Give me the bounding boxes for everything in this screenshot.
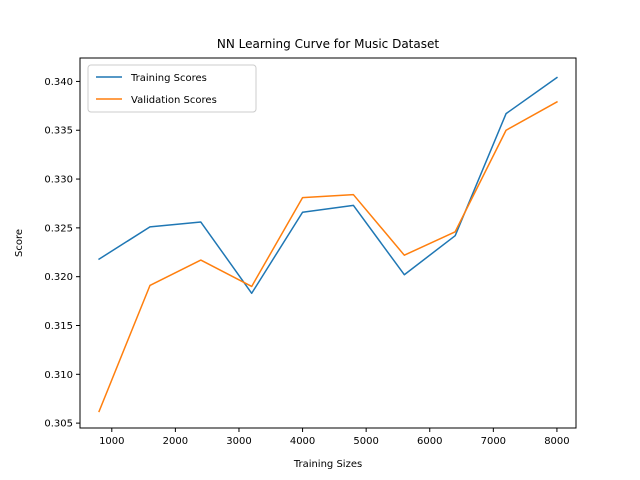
axes-frame [79,57,577,429]
legend-label: Training Scores [130,73,207,84]
x-tick-label: 1000 [99,436,124,447]
chart-title: NN Learning Curve for Music Dataset [217,37,439,51]
x-tick-label: 5000 [353,436,378,447]
series-line-training-scores [98,76,558,295]
x-axis: 1000 2000 3000 4000 5000 6000 7000 8000 [99,428,570,447]
y-tick-label: 0.320 [44,272,73,283]
x-tick-label: 3000 [226,436,251,447]
y-tick-label: 0.325 [44,223,73,234]
y-tick-label: 0.305 [44,419,73,430]
legend: Training Scores Validation Scores [87,64,257,113]
y-tick-label: 0.335 [44,126,73,137]
legend-label: Validation Scores [131,95,217,106]
x-tick-label: 6000 [417,436,442,447]
x-tick-label: 4000 [290,436,315,447]
y-tick-label: 0.310 [44,370,73,381]
x-tick-label: 8000 [544,436,569,447]
y-tick-label: 0.340 [44,77,73,88]
legend-box [87,64,257,113]
y-tick-label: 0.315 [44,321,73,332]
x-axis-label: Training Sizes [293,459,362,470]
x-tick-label: 2000 [163,436,188,447]
y-axis: 0.305 0.310 0.315 0.320 0.325 0.330 0.335 0.340 [44,77,80,430]
y-tick-label: 0.330 [44,175,73,186]
series-line-validation-scores [98,100,558,413]
y-axis-label: Score [14,229,25,257]
x-tick-label: 7000 [481,436,506,447]
plot-area [98,76,558,413]
